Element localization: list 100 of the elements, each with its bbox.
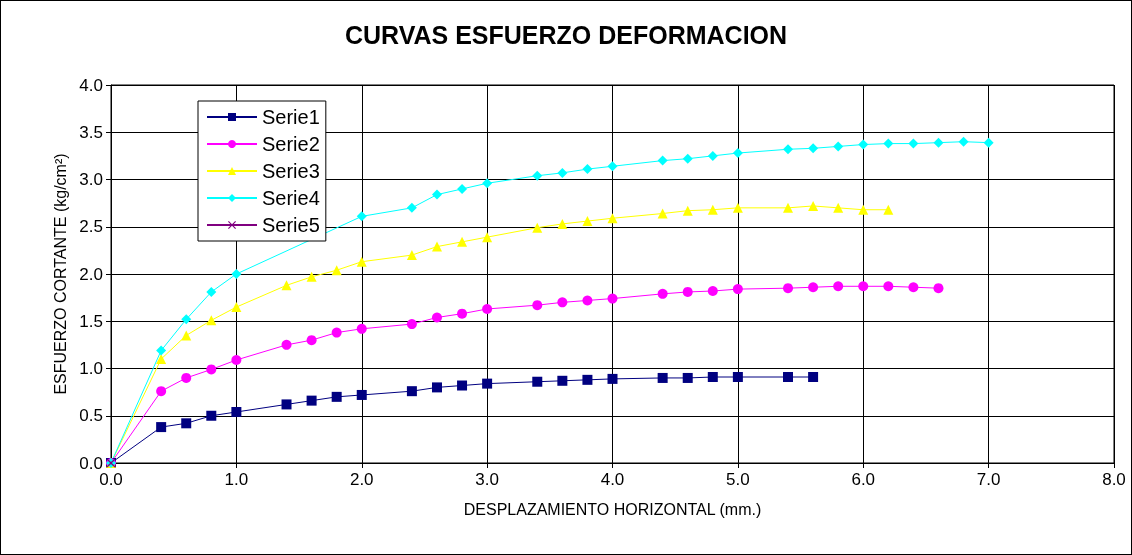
point [808, 282, 819, 293]
point [707, 372, 718, 383]
legend-label: Serie4 [262, 187, 320, 209]
x-tick-label: 7.0 [976, 470, 1001, 489]
legend-label: Serie1 [262, 106, 320, 128]
point [406, 250, 417, 261]
x-tick-label: 6.0 [851, 470, 876, 489]
point [356, 211, 367, 222]
point [532, 222, 543, 233]
point [156, 386, 167, 397]
point [356, 389, 367, 400]
point [582, 374, 593, 385]
point [482, 378, 493, 389]
point [908, 138, 919, 149]
point [858, 139, 869, 150]
point [732, 284, 743, 295]
point [732, 372, 743, 383]
point [431, 312, 442, 323]
point [783, 372, 794, 383]
point [181, 418, 192, 429]
point [156, 354, 167, 365]
x-tick-label: 5.0 [726, 470, 750, 489]
x-tick-label: 1.0 [224, 470, 249, 489]
point [933, 137, 944, 148]
point [607, 293, 618, 304]
point [532, 170, 543, 181]
point [607, 213, 618, 224]
point [557, 218, 568, 229]
point [808, 200, 819, 211]
point [331, 265, 342, 276]
y-tick-label: 0.0 [79, 453, 103, 473]
legend-label: Serie3 [262, 160, 320, 182]
point [431, 382, 442, 393]
y-tick-label: 1.0 [79, 359, 103, 378]
x-tick-label: 0.0 [99, 470, 123, 489]
point [858, 281, 869, 292]
point [582, 216, 593, 227]
point [532, 376, 543, 387]
point [306, 271, 317, 282]
point [431, 241, 442, 252]
point [457, 308, 468, 319]
y-tick-label: 4.0 [79, 75, 103, 95]
point [557, 167, 568, 178]
x-tick-label: 3.0 [475, 470, 499, 489]
point [231, 355, 242, 365]
point [582, 164, 593, 175]
point [406, 386, 417, 397]
y-tick-label: 3.5 [79, 122, 103, 142]
point [958, 136, 969, 147]
point [181, 314, 192, 325]
point [682, 205, 693, 216]
x-tick-label: 8.0 [1102, 470, 1126, 489]
point [156, 422, 167, 433]
point [883, 204, 894, 215]
point [482, 303, 493, 314]
y-tick-label: 1.5 [79, 311, 103, 331]
point [406, 319, 417, 330]
point [457, 183, 468, 194]
point [457, 236, 468, 247]
point [707, 204, 718, 215]
point [783, 283, 794, 294]
point [482, 178, 493, 189]
point [281, 339, 292, 350]
point [607, 373, 618, 384]
point [732, 202, 743, 213]
point [206, 286, 217, 297]
point [682, 372, 693, 383]
chart-title: CURVAS ESFUERZO DEFORMACION [344, 20, 788, 49]
point [657, 208, 668, 219]
point [181, 330, 192, 341]
point [808, 372, 819, 383]
point [431, 189, 442, 200]
point [532, 300, 543, 311]
point [883, 281, 894, 292]
point [833, 281, 844, 292]
y-axis-title: ESFUERZO CORTANTE (kg/cm²) [51, 153, 69, 395]
point [206, 364, 217, 375]
point [908, 282, 919, 293]
point [833, 202, 844, 213]
point [783, 202, 794, 213]
y-tick-label: 2.5 [79, 217, 103, 237]
point [883, 138, 894, 149]
point [406, 202, 417, 213]
point [306, 335, 317, 346]
point [281, 280, 292, 291]
point [707, 150, 718, 161]
point [582, 295, 593, 306]
point [707, 286, 718, 297]
point [231, 302, 242, 313]
point [206, 315, 217, 326]
point [657, 288, 668, 299]
point [783, 144, 794, 155]
x-tick-label: 2.0 [349, 470, 374, 489]
point [206, 410, 217, 421]
point [983, 137, 994, 148]
point [331, 327, 342, 338]
y-tick-label: 2.0 [79, 264, 103, 284]
point [331, 391, 342, 402]
point [306, 395, 317, 406]
point [808, 143, 819, 154]
